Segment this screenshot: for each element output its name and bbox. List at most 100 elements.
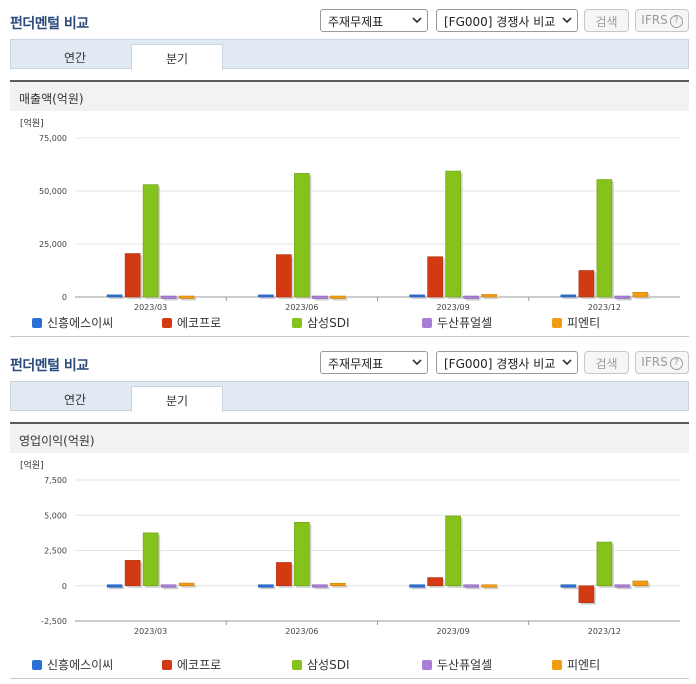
bar[interactable]	[312, 295, 328, 299]
legend-item[interactable]: 피엔티	[552, 656, 600, 673]
bar[interactable]	[178, 295, 195, 299]
bar[interactable]	[330, 582, 346, 587]
tab-annual[interactable]: 연간	[63, 393, 87, 407]
bar[interactable]	[481, 584, 497, 588]
bar[interactable]	[160, 584, 177, 588]
bar[interactable]	[106, 584, 123, 588]
operating-income-bar-chart: [억원] 7,500 5,000 2,500 0 -2,500 2023/03 2023/06…	[10, 454, 689, 654]
legend-item[interactable]: 두산퓨얼셀	[422, 656, 492, 673]
bar[interactable]	[409, 584, 425, 588]
ifrs-button[interactable]: IFRS?	[635, 9, 689, 32]
ifrs-label: IFRS	[641, 355, 668, 369]
period-tabs: 연간 분기	[10, 381, 689, 412]
bar[interactable]	[427, 256, 443, 298]
ifrs-button[interactable]: IFRS?	[635, 351, 689, 374]
y-tick-label: 0	[62, 582, 67, 591]
bar[interactable]	[445, 170, 461, 298]
y-tick-label: 0	[62, 293, 67, 302]
bar-shadow	[181, 585, 197, 588]
legend-item[interactable]: 에코프로	[162, 314, 221, 331]
bar[interactable]	[294, 173, 310, 298]
bar[interactable]	[276, 562, 292, 587]
bar[interactable]	[596, 541, 613, 587]
bar[interactable]	[463, 295, 479, 299]
bar[interactable]	[330, 295, 346, 299]
legend-swatch	[162, 660, 172, 670]
bar[interactable]	[427, 577, 443, 587]
search-button[interactable]: 검색	[584, 351, 629, 374]
bar[interactable]	[124, 560, 141, 587]
chart-legend: 신흥에스이씨 에코프로 삼성SDI 두산퓨얼셀 피엔티	[10, 654, 689, 676]
bar-shadow	[109, 586, 125, 590]
bar[interactable]	[258, 584, 274, 588]
bar[interactable]	[578, 270, 595, 298]
bar[interactable]	[560, 294, 577, 298]
legend-label: 신흥에스이씨	[47, 316, 114, 330]
bar[interactable]	[596, 179, 613, 298]
statement-select[interactable]: 주재무제표	[320, 351, 428, 374]
bar[interactable]	[445, 515, 461, 587]
legend-item[interactable]: 삼성SDI	[292, 314, 349, 331]
legend-item[interactable]: 피엔티	[552, 314, 600, 331]
legend-label: 두산퓨얼셀	[437, 316, 493, 330]
chevron-down-icon	[412, 355, 422, 369]
bar-shadow	[483, 296, 499, 299]
tab-annual[interactable]: 연간	[63, 51, 87, 65]
legend-label: 삼성SDI	[307, 316, 350, 330]
bar[interactable]	[463, 584, 479, 588]
legend-item[interactable]: 에코프로	[162, 656, 221, 673]
x-tick-label: 2023/09	[437, 627, 470, 636]
bar[interactable]	[614, 295, 631, 299]
bar[interactable]	[160, 295, 177, 299]
legend-item[interactable]: 신흥에스이씨	[32, 656, 113, 673]
bar-shadow	[260, 296, 276, 299]
statement-select[interactable]: 주재무제표	[320, 9, 428, 32]
bar-shadow	[332, 585, 348, 588]
period-tabs: 연간 분기	[10, 39, 689, 70]
x-tick-label: 2023/09	[437, 303, 470, 312]
compare-select-value: [FG000] 경쟁사 비교	[444, 15, 556, 29]
bar[interactable]	[124, 253, 141, 298]
compare-select[interactable]: [FG000] 경쟁사 비교	[436, 9, 578, 32]
bar[interactable]	[632, 292, 649, 298]
chart-svg: [억원] 75,000 50,000 25,000 0 2023/03 2023/06 202…	[20, 117, 680, 312]
bar[interactable]	[560, 584, 577, 588]
bar[interactable]	[614, 584, 631, 588]
bar[interactable]	[106, 294, 123, 298]
y-tick-label: 75,000	[39, 134, 67, 143]
bar[interactable]	[294, 522, 310, 587]
bar[interactable]	[578, 585, 595, 603]
chart-legend: 신흥에스이씨 에코프로 삼성SDI 두산퓨얼셀 피엔티	[10, 312, 689, 334]
legend-swatch	[32, 660, 42, 670]
bar[interactable]	[142, 532, 159, 587]
x-tick-label: 2023/03	[134, 627, 167, 636]
bar[interactable]	[276, 254, 292, 298]
bar[interactable]	[632, 580, 649, 587]
x-tick-label: 2023/12	[588, 627, 621, 636]
bar-shadow	[465, 298, 481, 301]
x-tick-label: 2023/03	[134, 303, 167, 312]
legend-item[interactable]: 두산퓨얼셀	[422, 314, 492, 331]
chevron-down-icon	[562, 355, 572, 369]
tab-quarterly[interactable]: 분기	[131, 386, 223, 412]
revenue-bar-chart: [억원] 75,000 50,000 25,000 0 2023/03 2023/06 202…	[10, 112, 689, 312]
search-button[interactable]: 검색	[584, 9, 629, 32]
bar[interactable]	[481, 294, 497, 298]
compare-select[interactable]: [FG000] 경쟁사 비교	[436, 351, 578, 374]
bar[interactable]	[178, 582, 195, 587]
legend-item[interactable]: 신흥에스이씨	[32, 314, 113, 331]
legend-label: 신흥에스이씨	[47, 658, 114, 672]
bar-shadow	[411, 296, 427, 299]
bar[interactable]	[258, 294, 274, 298]
legend-item[interactable]: 삼성SDI	[292, 656, 349, 673]
bar[interactable]	[312, 584, 328, 588]
y-tick-label: -2,500	[41, 617, 67, 626]
bar-shadow	[332, 298, 348, 301]
statement-select-value: 주재무제표	[328, 357, 384, 371]
legend-swatch	[552, 318, 562, 328]
bar[interactable]	[409, 294, 425, 298]
bar[interactable]	[142, 184, 159, 298]
panel-title: 펀더멘털 비교	[10, 16, 89, 32]
tab-quarterly[interactable]: 분기	[131, 44, 223, 70]
unit-label: [억원]	[20, 117, 44, 129]
